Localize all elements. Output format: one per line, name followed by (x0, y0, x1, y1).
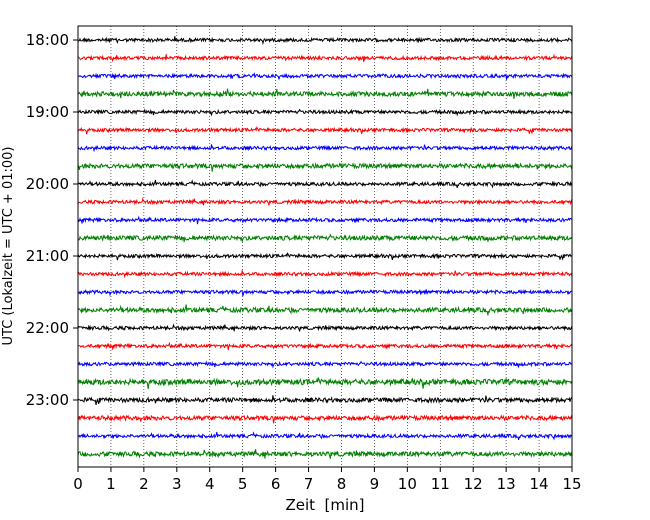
x-tick-label-9: 9 (370, 475, 380, 493)
trace-row-7 (77, 161, 573, 172)
trace-row-2 (77, 72, 573, 80)
trace-row-5 (77, 126, 573, 135)
x-tick-label-5: 5 (238, 475, 248, 493)
trace-row-18 (77, 360, 573, 369)
x-tick-label-3: 3 (172, 475, 182, 493)
trace-row-13 (77, 270, 573, 279)
trace-row-17 (77, 341, 573, 351)
trace-row-12 (77, 251, 573, 261)
x-tick-label-7: 7 (304, 475, 314, 493)
x-tick-label-2: 2 (139, 475, 149, 493)
trace-row-14 (77, 288, 573, 297)
y-tick-label-19:00: 19:00 (26, 103, 69, 121)
y-tick-label-21:00: 21:00 (26, 247, 69, 265)
x-tick-label-10: 10 (398, 475, 417, 493)
x-tick-label-14: 14 (530, 475, 549, 493)
x-axis: 0 1 2 3 4 5 6 7 8 9 10 11 12 13 14 15 (73, 467, 582, 493)
trace-row-11 (77, 233, 573, 243)
trace-row-23 (77, 449, 573, 459)
plot-frame (77, 25, 573, 468)
x-tick-label-8: 8 (337, 475, 347, 493)
trace-row-4 (77, 108, 573, 117)
x-tick-label-15: 15 (562, 475, 581, 493)
y-tick-label-22:00: 22:00 (26, 319, 69, 337)
trace-row-8 (77, 179, 573, 189)
trace-row-9 (77, 197, 573, 206)
y-tick-label-18:00: 18:00 (26, 31, 69, 49)
trace-row-16 (77, 323, 573, 332)
trace-row-6 (77, 144, 573, 153)
x-tick-label-1: 1 (106, 475, 116, 493)
y-tick-label-20:00: 20:00 (26, 175, 69, 193)
y-axis: 18:00 19:00 20:00 21:00 22:00 23:00 (26, 31, 78, 409)
x-tick-label-12: 12 (464, 475, 483, 493)
x-tick-label-0: 0 (73, 475, 83, 493)
seismic-traces (77, 36, 573, 459)
y-axis-label: UTC (Lokalzeit = UTC + 01:00) (1, 147, 16, 346)
x-tick-label-4: 4 (205, 475, 215, 493)
x-tick-label-6: 6 (271, 475, 281, 493)
trace-row-3 (77, 88, 573, 99)
y-tick-label-23:00: 23:00 (26, 391, 69, 409)
trace-row-0 (77, 36, 573, 46)
trace-row-15 (77, 304, 573, 316)
trace-row-21 (77, 414, 573, 424)
trace-row-20 (77, 395, 573, 405)
x-tick-label-11: 11 (431, 475, 450, 493)
trace-row-10 (77, 215, 573, 225)
x-axis-label: Zeit [min] (285, 496, 364, 514)
trace-row-1 (77, 53, 573, 63)
trace-row-19 (77, 377, 573, 390)
x-tick-label-13: 13 (497, 475, 516, 493)
trace-row-22 (77, 431, 573, 441)
